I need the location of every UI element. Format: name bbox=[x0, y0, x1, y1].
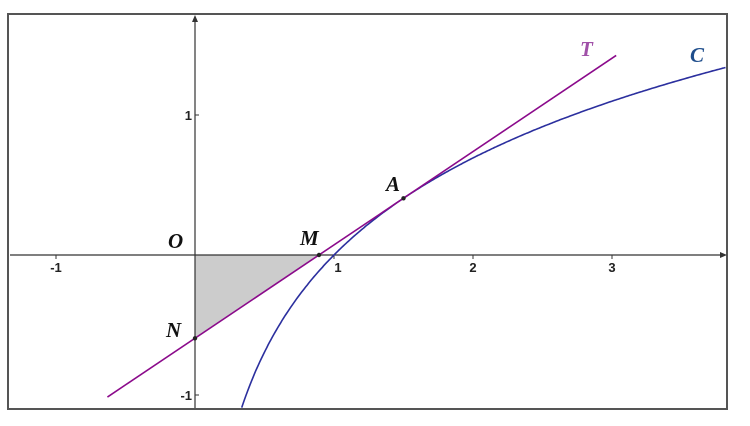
label-n: N bbox=[165, 318, 182, 342]
curve-c bbox=[240, 66, 726, 408]
y-axis-arrow-icon bbox=[192, 15, 198, 22]
x-axis-arrow-icon bbox=[720, 252, 727, 258]
label-o: O bbox=[168, 229, 183, 253]
frame bbox=[7, 13, 728, 410]
label-t: T bbox=[580, 37, 594, 61]
y-tick-label: -1 bbox=[180, 388, 192, 403]
tangent-t bbox=[106, 54, 617, 398]
label-m: M bbox=[299, 226, 320, 250]
x-tick-label: -1 bbox=[50, 260, 62, 275]
label-a: A bbox=[384, 172, 400, 196]
point-a bbox=[401, 196, 406, 201]
x-tick-label: 3 bbox=[608, 260, 615, 275]
x-tick-label: 2 bbox=[469, 260, 476, 275]
point-n bbox=[192, 336, 198, 341]
x-tick-label: 1 bbox=[334, 260, 341, 275]
label-c: C bbox=[690, 43, 705, 67]
point-m bbox=[316, 252, 322, 258]
y-tick-label: 1 bbox=[185, 108, 192, 123]
y-ticks: 1 -1 bbox=[180, 108, 199, 403]
